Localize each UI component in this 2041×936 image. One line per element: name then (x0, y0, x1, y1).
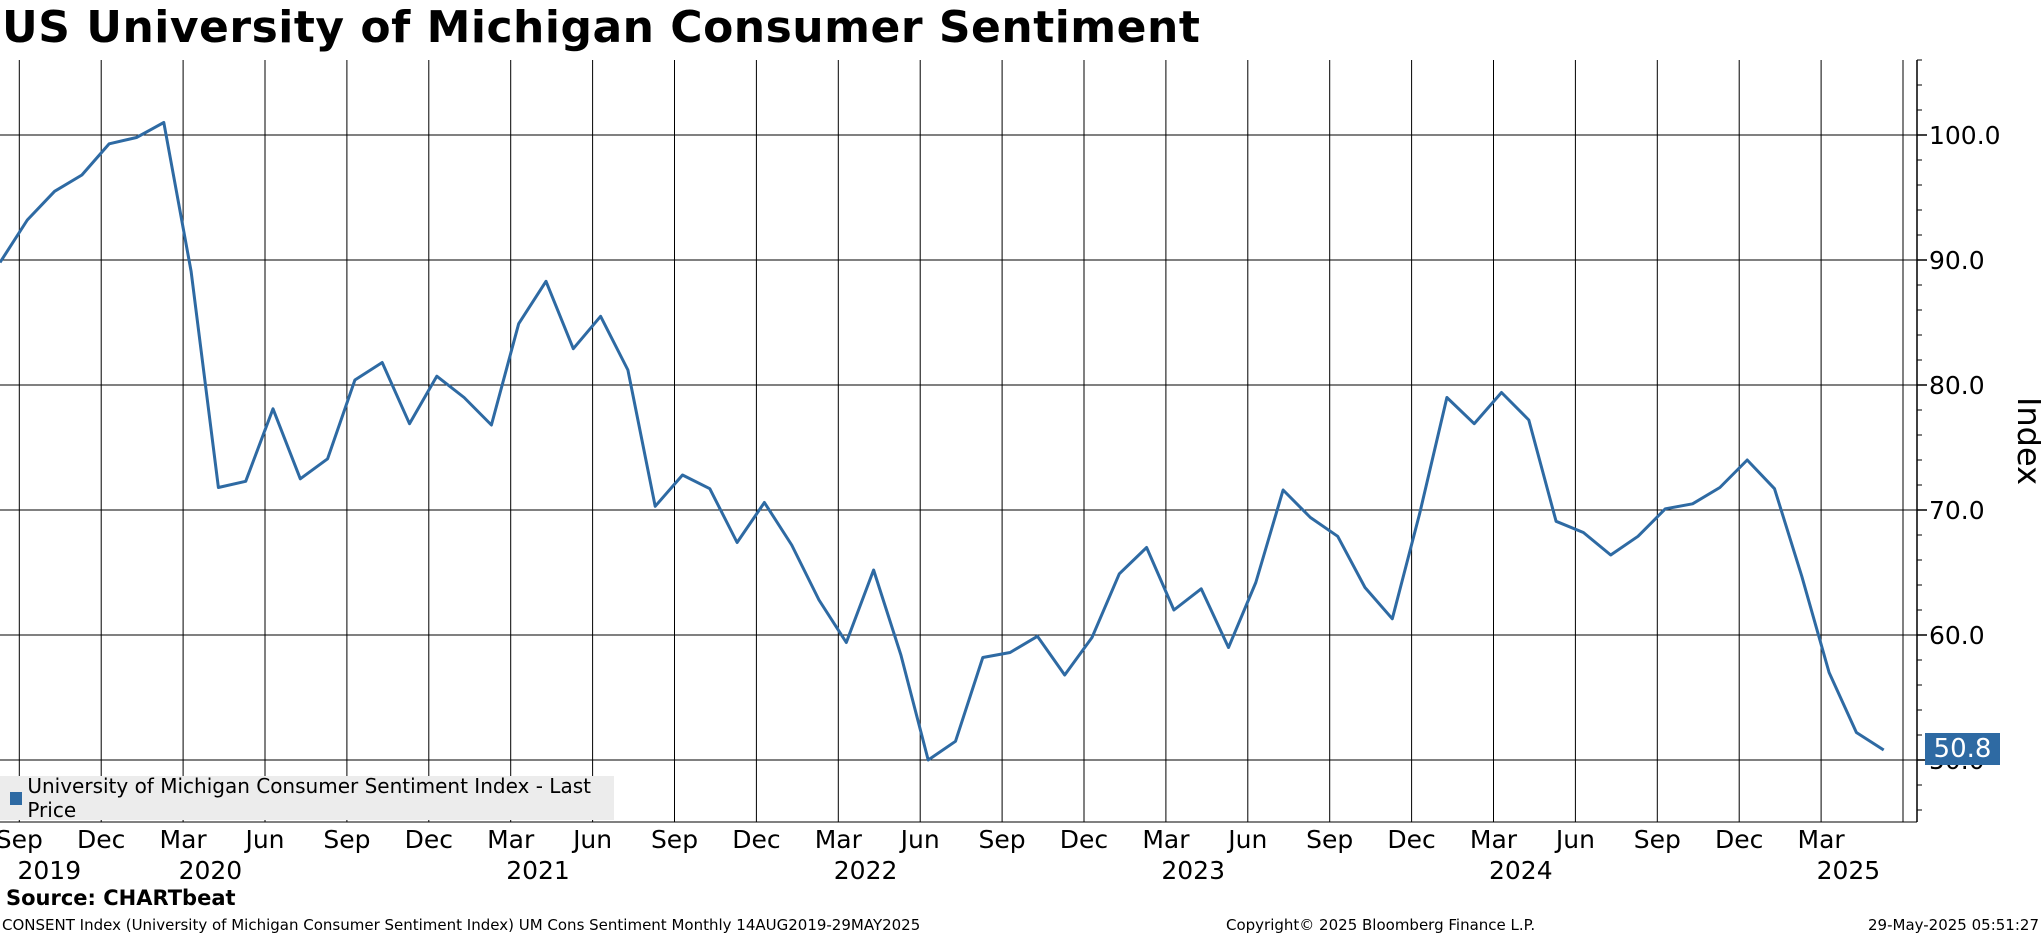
x-tick-month: Sep (1306, 825, 1353, 854)
x-tick-month: Dec (405, 825, 453, 854)
x-tick-year: 2022 (834, 856, 898, 885)
horizontal-gridlines (0, 134, 1917, 761)
y-tick-label: 80.0 (1929, 371, 1985, 400)
legend-swatch (10, 791, 23, 805)
x-tick-month: Mar (160, 825, 208, 854)
x-tick-month: Dec (77, 825, 125, 854)
x-tick-year: 2025 (1817, 856, 1881, 885)
axes (0, 59, 1927, 823)
x-tick-month: Mar (815, 825, 863, 854)
x-tick-month: Dec (1387, 825, 1435, 854)
y-axis-label: Index (2010, 397, 2041, 485)
x-tick-month: Mar (1798, 825, 1846, 854)
x-tick-year: 2020 (179, 856, 243, 885)
x-tick-month: Jun (1554, 825, 1595, 854)
x-tick-month: Sep (323, 825, 370, 854)
vertical-gridlines (18, 60, 1904, 822)
x-tick-month: Dec (732, 825, 780, 854)
last-value-badge: 50.8 (1925, 733, 2000, 765)
footer-copyright: Copyright© 2025 Bloomberg Finance L.P. (1226, 916, 1536, 934)
x-tick-month: Jun (243, 825, 284, 854)
series-layer (0, 121, 1935, 765)
y-tick-label: 90.0 (1929, 246, 1985, 275)
x-tick-month: Jun (571, 825, 612, 854)
x-tick-month: Sep (0, 825, 43, 854)
legend-label: University of Michigan Consumer Sentimen… (27, 774, 591, 822)
x-tick-month: Jun (899, 825, 940, 854)
x-tick-month: Mar (1142, 825, 1190, 854)
x-tick-year: 2021 (506, 856, 570, 885)
x-tick-year: 2023 (1161, 856, 1225, 885)
y-tick-label: 60.0 (1929, 621, 1985, 650)
x-tick-month: Sep (651, 825, 698, 854)
x-tick-year: 2024 (1489, 856, 1553, 885)
chart-title: US University of Michigan Consumer Senti… (2, 2, 1201, 53)
x-tick-month: Dec (1715, 825, 1763, 854)
y-tick-label: 100.0 (1929, 121, 2001, 150)
x-tick-month: Mar (1470, 825, 1518, 854)
y-tick-label: 70.0 (1929, 496, 1985, 525)
footer-description: CONSENT Index (University of Michigan Co… (2, 916, 921, 934)
series-line (0, 121, 1885, 762)
x-tick-year: 2019 (17, 856, 81, 885)
source-note: Source: CHARTbeat (6, 886, 236, 910)
x-tick-labels: Sep Dec Mar Jun Sep Dec Mar Jun Sep Dec Mar Jun Sep D… (0, 825, 1880, 885)
x-tick-month: Jun (1226, 825, 1267, 854)
footer-timestamp: 29-May-2025 05:51:27 (1868, 916, 2039, 934)
x-tick-month: Sep (979, 825, 1026, 854)
x-tick-month: Sep (1634, 825, 1681, 854)
x-tick-month: Dec (1060, 825, 1108, 854)
legend: University of Michigan Consumer Sentimen… (0, 774, 614, 822)
x-tick-month: Mar (487, 825, 535, 854)
